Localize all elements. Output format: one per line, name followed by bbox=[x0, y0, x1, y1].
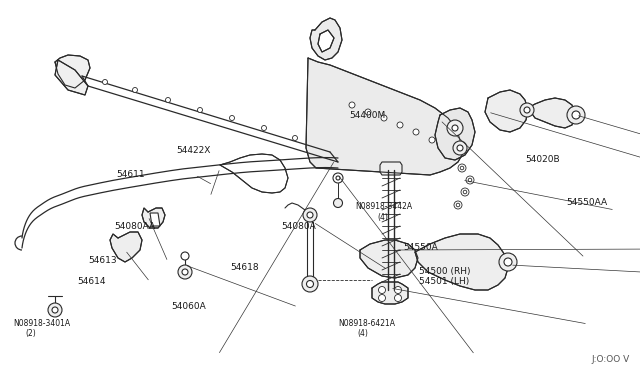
Text: 54400M: 54400M bbox=[349, 111, 385, 120]
Circle shape bbox=[303, 208, 317, 222]
Circle shape bbox=[447, 120, 463, 136]
Polygon shape bbox=[435, 108, 475, 160]
Text: (4): (4) bbox=[357, 329, 368, 338]
Text: 54020B: 54020B bbox=[525, 155, 559, 164]
Text: 54618: 54618 bbox=[230, 263, 259, 272]
Circle shape bbox=[524, 107, 530, 113]
Circle shape bbox=[230, 115, 234, 121]
Circle shape bbox=[452, 125, 458, 131]
Polygon shape bbox=[306, 58, 462, 175]
Text: N08918-6421A: N08918-6421A bbox=[338, 319, 395, 328]
Circle shape bbox=[182, 269, 188, 275]
Circle shape bbox=[499, 253, 517, 271]
Circle shape bbox=[504, 258, 512, 266]
Text: 54614: 54614 bbox=[77, 277, 106, 286]
Text: 54501 (LH): 54501 (LH) bbox=[419, 277, 470, 286]
Circle shape bbox=[307, 212, 313, 218]
Polygon shape bbox=[528, 98, 575, 128]
Circle shape bbox=[381, 115, 387, 121]
Polygon shape bbox=[55, 60, 88, 95]
Polygon shape bbox=[150, 213, 160, 226]
Text: J:O:OO V: J:O:OO V bbox=[592, 355, 630, 364]
Text: 54422X: 54422X bbox=[176, 146, 211, 155]
Circle shape bbox=[181, 252, 189, 260]
Polygon shape bbox=[318, 30, 334, 52]
Circle shape bbox=[461, 188, 469, 196]
Circle shape bbox=[132, 87, 138, 93]
Polygon shape bbox=[372, 282, 408, 304]
Polygon shape bbox=[110, 232, 142, 262]
Circle shape bbox=[458, 164, 466, 172]
Circle shape bbox=[378, 286, 385, 294]
Circle shape bbox=[365, 109, 371, 115]
Circle shape bbox=[453, 141, 467, 155]
Circle shape bbox=[457, 145, 463, 151]
Circle shape bbox=[333, 173, 343, 183]
Circle shape bbox=[166, 97, 170, 103]
Circle shape bbox=[520, 103, 534, 117]
Circle shape bbox=[48, 303, 62, 317]
Text: N08918-3401A: N08918-3401A bbox=[13, 319, 70, 328]
Polygon shape bbox=[310, 18, 342, 60]
Circle shape bbox=[567, 106, 585, 124]
Text: (4): (4) bbox=[378, 213, 388, 222]
Text: 54613: 54613 bbox=[88, 256, 117, 265]
Polygon shape bbox=[360, 240, 418, 278]
Circle shape bbox=[52, 307, 58, 313]
Circle shape bbox=[349, 102, 355, 108]
Circle shape bbox=[336, 176, 340, 180]
Circle shape bbox=[394, 286, 401, 294]
Text: 54060A: 54060A bbox=[172, 302, 206, 311]
Text: N08918-3442A: N08918-3442A bbox=[355, 202, 412, 211]
Circle shape bbox=[198, 108, 202, 112]
Circle shape bbox=[178, 265, 192, 279]
Text: 54080A: 54080A bbox=[282, 222, 316, 231]
Circle shape bbox=[460, 166, 464, 170]
Circle shape bbox=[333, 199, 342, 208]
Text: 54550AA: 54550AA bbox=[566, 198, 607, 207]
Circle shape bbox=[456, 203, 460, 207]
Circle shape bbox=[378, 295, 385, 301]
Circle shape bbox=[307, 280, 314, 288]
Circle shape bbox=[262, 125, 266, 131]
Polygon shape bbox=[220, 154, 288, 193]
Text: (2): (2) bbox=[26, 329, 36, 338]
Circle shape bbox=[302, 276, 318, 292]
Text: 54080AA: 54080AA bbox=[114, 222, 155, 231]
Circle shape bbox=[463, 190, 467, 194]
Circle shape bbox=[572, 111, 580, 119]
Circle shape bbox=[292, 135, 298, 141]
Circle shape bbox=[429, 137, 435, 143]
Circle shape bbox=[102, 80, 108, 84]
Polygon shape bbox=[485, 90, 528, 132]
Circle shape bbox=[466, 176, 474, 184]
Text: 54500 (RH): 54500 (RH) bbox=[419, 267, 470, 276]
Polygon shape bbox=[380, 162, 402, 175]
Circle shape bbox=[454, 201, 462, 209]
Circle shape bbox=[413, 129, 419, 135]
Text: 54550A: 54550A bbox=[403, 243, 438, 252]
Polygon shape bbox=[55, 55, 90, 88]
Circle shape bbox=[394, 295, 401, 301]
Circle shape bbox=[468, 178, 472, 182]
Circle shape bbox=[397, 122, 403, 128]
Text: 54611: 54611 bbox=[116, 170, 145, 179]
Polygon shape bbox=[142, 208, 165, 228]
Polygon shape bbox=[415, 234, 508, 290]
